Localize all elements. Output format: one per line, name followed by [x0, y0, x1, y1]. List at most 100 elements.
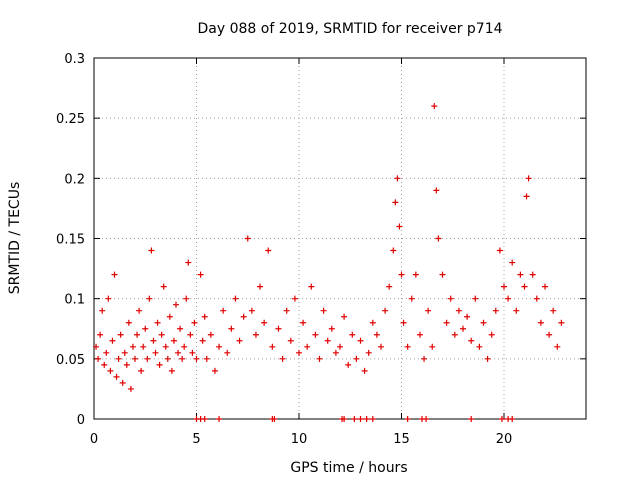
data-point	[265, 247, 272, 254]
data-point	[558, 319, 565, 326]
data-point	[189, 349, 196, 356]
data-point	[404, 343, 411, 350]
data-point	[224, 349, 231, 356]
data-point	[546, 331, 553, 338]
data-point	[505, 295, 512, 302]
x-tick-label: 0	[90, 432, 98, 447]
data-point	[429, 343, 436, 350]
data-point	[177, 325, 184, 332]
data-point	[103, 349, 110, 356]
data-point	[447, 295, 454, 302]
data-point	[261, 319, 268, 326]
data-point	[201, 313, 208, 320]
data-point	[517, 271, 524, 278]
y-tick-label: 0.25	[56, 112, 85, 127]
data-point	[416, 331, 423, 338]
data-point	[142, 325, 149, 332]
data-point	[476, 343, 483, 350]
baseline-point	[468, 416, 475, 422]
data-point	[400, 319, 407, 326]
data-point	[324, 337, 331, 344]
data-point	[304, 343, 311, 350]
data-point	[283, 307, 290, 314]
x-tick-label: 15	[393, 432, 410, 447]
data-point	[158, 331, 165, 338]
data-point	[148, 247, 155, 254]
baseline-point	[498, 416, 505, 422]
data-point	[211, 367, 218, 374]
x-tick-label: 10	[291, 432, 308, 447]
data-point	[162, 343, 169, 350]
y-tick-label: 0.15	[56, 233, 85, 248]
y-tick-label: 0.2	[64, 172, 85, 187]
y-tick-label: 0.05	[56, 353, 85, 368]
data-point	[468, 337, 475, 344]
data-point	[144, 355, 151, 362]
data-point	[353, 355, 360, 362]
data-point	[269, 343, 276, 350]
data-point	[156, 361, 163, 368]
data-point	[105, 295, 112, 302]
data-point	[412, 271, 419, 278]
data-point	[140, 343, 147, 350]
data-point	[443, 319, 450, 326]
data-point	[365, 349, 372, 356]
data-point	[252, 331, 259, 338]
data-point	[101, 361, 108, 368]
data-point	[296, 349, 302, 356]
x-tick-label: 20	[496, 432, 513, 447]
baseline-point	[509, 416, 516, 422]
data-point	[121, 349, 128, 356]
data-point	[125, 319, 132, 326]
data-point	[439, 271, 446, 278]
data-point	[166, 313, 173, 320]
baseline-point	[201, 416, 208, 422]
data-point	[179, 355, 186, 362]
data-point	[554, 343, 561, 350]
data-point	[134, 331, 141, 338]
data-point	[488, 331, 495, 338]
data-point	[382, 307, 389, 314]
baseline-point	[357, 416, 364, 422]
data-point	[95, 355, 102, 362]
data-point	[168, 367, 175, 374]
data-point	[425, 307, 432, 314]
data-point	[257, 283, 264, 290]
data-point	[152, 349, 159, 356]
data-point	[248, 307, 255, 314]
data-point	[99, 307, 106, 314]
data-point	[501, 283, 507, 290]
baseline-point	[216, 416, 223, 422]
data-point	[349, 331, 356, 338]
data-point	[435, 235, 442, 242]
data-point	[472, 295, 479, 302]
data-point	[484, 355, 491, 362]
chart-title: Day 088 of 2019, SRMTID for receiver p71…	[197, 21, 502, 37]
baseline-point	[404, 416, 411, 422]
x-axis-label: GPS time / hours	[290, 460, 407, 476]
baseline-point	[369, 416, 376, 422]
data-point	[197, 271, 204, 278]
data-point	[451, 331, 458, 338]
data-point	[160, 283, 167, 290]
data-point	[170, 337, 177, 344]
data-point	[312, 331, 319, 338]
data-point	[129, 343, 136, 350]
data-point	[332, 349, 339, 356]
data-point	[525, 175, 532, 182]
data-point	[146, 295, 153, 302]
data-point	[173, 301, 179, 308]
data-point	[320, 307, 327, 314]
data-point	[187, 331, 194, 338]
data-point	[175, 349, 182, 356]
data-point	[123, 361, 130, 368]
data-point	[203, 355, 210, 362]
data-point	[236, 337, 243, 344]
data-point	[132, 355, 138, 362]
data-point	[357, 337, 364, 344]
data-point	[183, 295, 190, 302]
data-point	[117, 331, 124, 338]
data-point	[191, 319, 198, 326]
data-point	[279, 355, 286, 362]
data-point	[345, 361, 352, 368]
